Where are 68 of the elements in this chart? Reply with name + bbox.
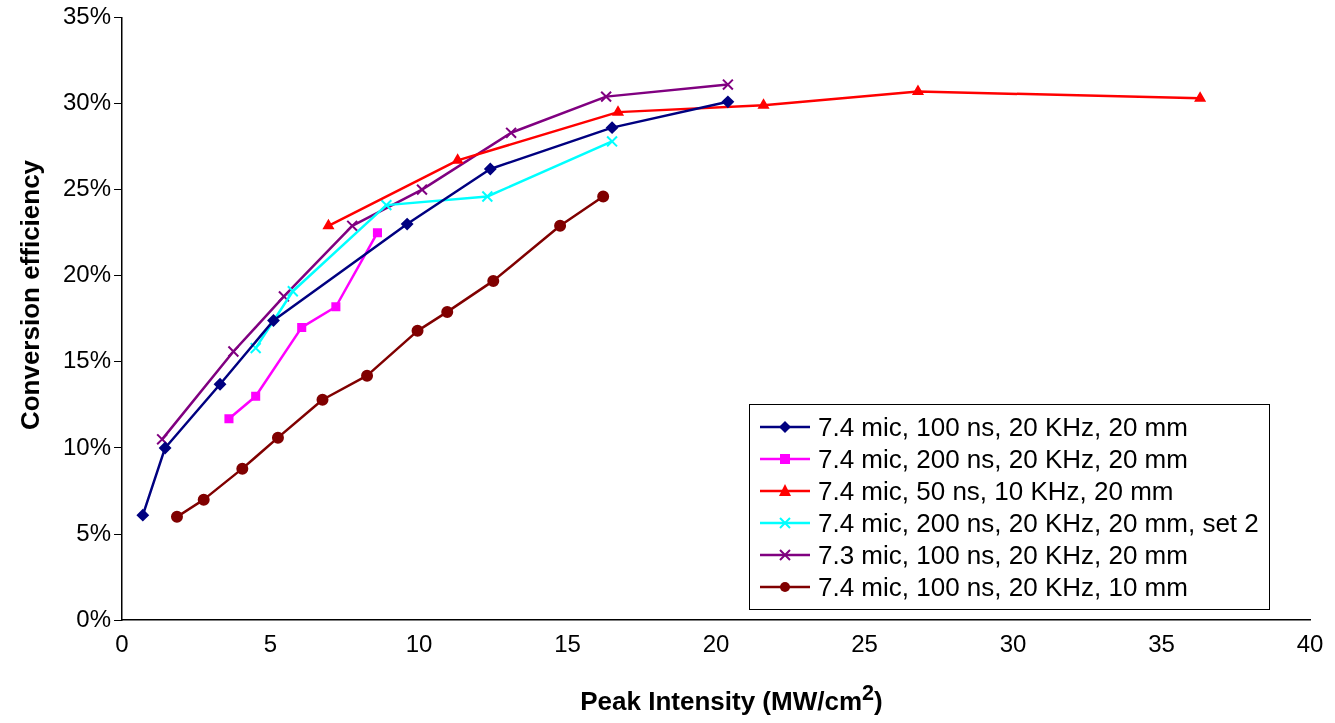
point [197, 493, 210, 506]
point [156, 433, 169, 446]
y-tick-label: 5% [76, 518, 112, 546]
point [323, 219, 334, 230]
y-tick-label: 30% [62, 88, 112, 116]
y-tick-label: 25% [62, 174, 112, 202]
point [721, 78, 734, 91]
point [721, 95, 734, 108]
legend-label: 7.3 mic, 100 ns, 20 KHz, 20 mm [818, 539, 1188, 571]
point [249, 342, 262, 355]
x-tick-label: 25 [851, 630, 878, 658]
point [401, 218, 414, 231]
x-tick-label: 10 [405, 630, 433, 658]
point [372, 228, 382, 238]
point [297, 322, 307, 332]
x-axis-title: Peak Intensity (MW/cm$^{2}$) [579, 680, 884, 717]
point [597, 190, 610, 203]
y-tick-label: 20% [62, 260, 112, 288]
x-tick-label: 0 [115, 630, 129, 658]
point [136, 509, 149, 522]
legend-label: 7.4 mic, 50 ns, 10 KHz, 20 mm [818, 475, 1174, 507]
point [236, 462, 249, 475]
point [277, 290, 290, 303]
point [267, 314, 280, 327]
point [380, 199, 393, 212]
point [484, 162, 497, 175]
x-tick-label: 5 [263, 630, 278, 658]
point [1194, 92, 1206, 102]
point [170, 510, 183, 523]
point [346, 219, 359, 232]
point [271, 431, 284, 444]
point [331, 302, 341, 312]
point [452, 154, 463, 164]
point [758, 99, 769, 109]
x-tick-label: 20 [702, 630, 730, 658]
point [487, 274, 500, 287]
point [251, 391, 261, 401]
x-tick-label: 35 [1148, 630, 1175, 658]
y-axis-title: Conversion efficiency [15, 158, 45, 433]
point [224, 414, 234, 424]
point [912, 85, 924, 95]
point [411, 324, 424, 337]
y-tick-label: 35% [62, 2, 112, 30]
legend-label: 7.4 mic, 200 ns, 20 KHz, 20 mm [818, 443, 1188, 475]
point [441, 305, 454, 318]
point [600, 90, 613, 103]
point [286, 285, 299, 298]
point [214, 378, 227, 391]
point [606, 135, 619, 148]
x-tick-label: 15 [554, 630, 581, 658]
point [227, 345, 240, 358]
y-tick-label: 10% [62, 432, 112, 460]
point [416, 183, 428, 196]
point [481, 190, 494, 203]
point [505, 126, 518, 139]
point [316, 393, 329, 406]
x-tick-label: 40 [1296, 630, 1324, 658]
point [554, 219, 567, 232]
y-tick-label: 0% [76, 604, 112, 632]
legend-label: 7.4 mic, 200 ns, 20 KHz, 20 mm, set 2 [818, 507, 1259, 539]
point [361, 369, 374, 382]
legend-label: 7.4 mic, 100 ns, 20 KHz, 10 mm [818, 571, 1188, 603]
legend-label: 7.4 mic, 100 ns, 20 KHz, 20 mm [818, 411, 1188, 443]
point [159, 441, 172, 454]
point [612, 106, 624, 116]
point [606, 121, 619, 134]
y-tick-label: 15% [62, 346, 112, 374]
x-tick-label: 30 [999, 630, 1027, 658]
